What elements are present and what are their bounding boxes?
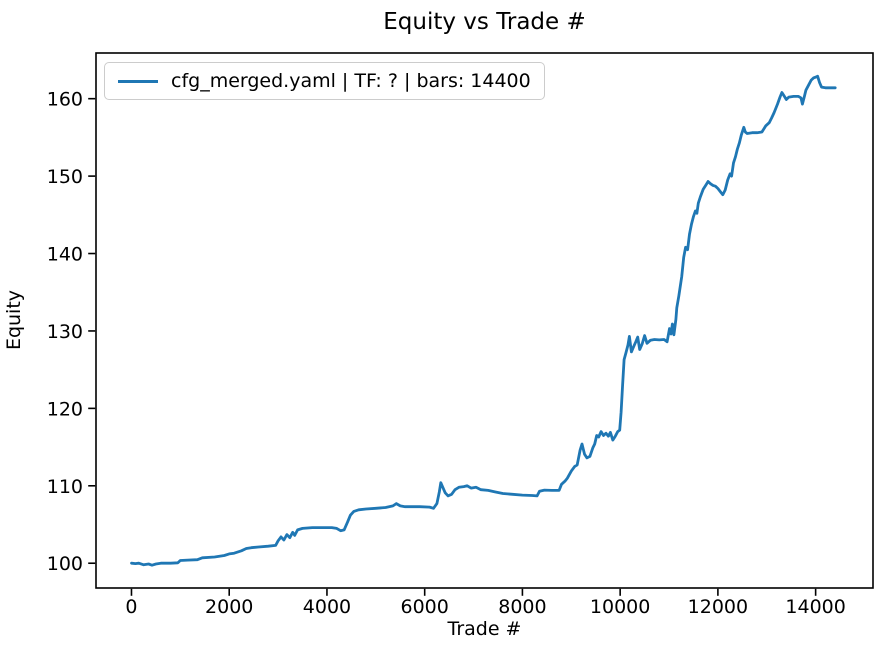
chart-title: Equity vs Trade # <box>383 9 586 35</box>
legend: cfg_merged.yaml | TF: ? | bars: 14400 <box>104 62 545 100</box>
x-tick-label: 6000 <box>401 596 449 618</box>
x-tick-label: 0 <box>125 596 137 618</box>
x-tick-label: 2000 <box>205 596 253 618</box>
y-axis-label: Equity <box>3 289 25 351</box>
x-tick-label: 4000 <box>303 596 351 618</box>
y-tick-label: 100 <box>47 553 83 575</box>
y-tick-label: 160 <box>47 89 83 111</box>
axes-spines <box>95 52 874 589</box>
y-tick-label: 150 <box>47 166 83 188</box>
y-tick-label: 140 <box>47 244 83 266</box>
x-tick-label: 8000 <box>498 596 546 618</box>
equity-curve <box>130 74 837 567</box>
x-axis-label: Trade # <box>447 618 522 640</box>
x-tick-label: 12000 <box>688 596 748 618</box>
y-tick-label: 120 <box>47 398 83 420</box>
x-tick-label: 14000 <box>785 596 845 618</box>
y-tick-label: 130 <box>47 321 83 343</box>
legend-line-icon <box>118 79 158 83</box>
x-tick-label: 10000 <box>590 596 650 618</box>
legend-label: cfg_merged.yaml | TF: ? | bars: 14400 <box>171 70 531 92</box>
y-tick-label: 110 <box>47 476 83 498</box>
